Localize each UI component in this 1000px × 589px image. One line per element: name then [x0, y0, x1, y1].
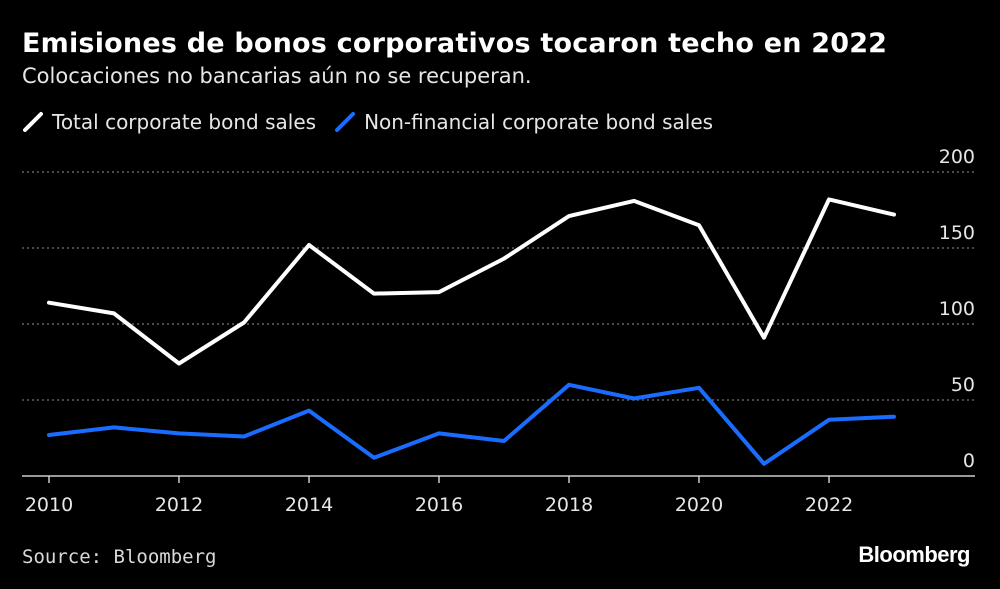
x-tick-label-2014: 2014	[285, 494, 333, 516]
legend-item-total: Total corporate bond sales	[22, 110, 316, 134]
series-lines	[47, 197, 896, 466]
chart-legend: Total corporate bond sales Non-financial…	[22, 110, 731, 134]
y-tick-label-100: 100	[939, 298, 975, 320]
x-tick-label-2018: 2018	[545, 494, 593, 516]
legend-label-nonfinancial: Non-financial corporate bond sales	[364, 110, 714, 134]
grid-lines	[22, 171, 975, 401]
series-line-nonfinancial	[47, 382, 896, 466]
x-tick-label-2010: 2010	[25, 494, 73, 516]
y-tick-label-200: 200	[939, 146, 975, 168]
y-tick-label-150: 150	[939, 222, 975, 244]
chart-subtitle: Colocaciones no bancarias aún no se recu…	[22, 64, 532, 88]
x-axis-ticks: 2010 2012 2014 2016 2018 2020 2022	[25, 476, 853, 516]
series-line-total	[47, 197, 896, 366]
legend-swatch-total	[23, 112, 43, 132]
legend-item-nonfinancial: Non-financial corporate bond sales	[334, 110, 713, 134]
source-note: Source: Bloomberg	[22, 546, 217, 568]
chart-title: Emisiones de bonos corporativos tocaron …	[22, 28, 888, 59]
y-tick-label-0: 0	[963, 450, 975, 472]
x-tick-label-2020: 2020	[675, 494, 723, 516]
legend-swatch-nonfinancial	[335, 112, 356, 132]
y-axis-ticks: 200 150 100 50 0	[939, 146, 975, 472]
x-tick-label-2016: 2016	[415, 494, 463, 516]
legend-label-total: Total corporate bond sales	[52, 110, 317, 134]
x-tick-label-2012: 2012	[155, 494, 203, 516]
x-tick-label-2022: 2022	[805, 494, 853, 516]
bloomberg-logo: Bloomberg	[858, 542, 970, 567]
y-tick-label-50: 50	[951, 374, 975, 396]
